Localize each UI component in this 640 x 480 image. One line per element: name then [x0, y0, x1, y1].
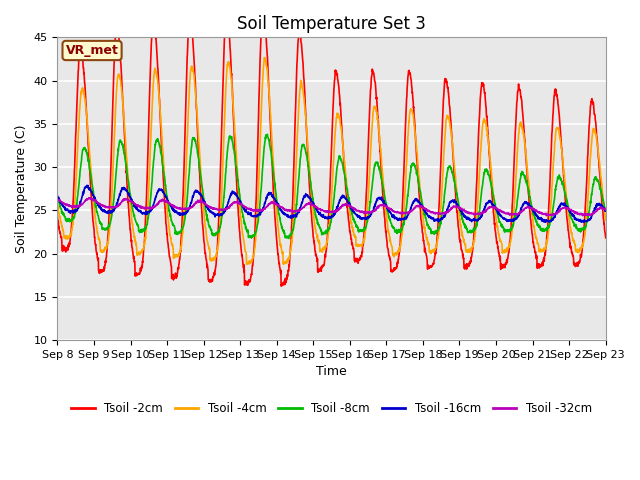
- Title: Soil Temperature Set 3: Soil Temperature Set 3: [237, 15, 426, 33]
- Y-axis label: Soil Temperature (C): Soil Temperature (C): [15, 124, 28, 253]
- Legend: Tsoil -2cm, Tsoil -4cm, Tsoil -8cm, Tsoil -16cm, Tsoil -32cm: Tsoil -2cm, Tsoil -4cm, Tsoil -8cm, Tsoi…: [67, 397, 596, 420]
- X-axis label: Time: Time: [316, 365, 347, 379]
- Text: VR_met: VR_met: [66, 44, 118, 57]
